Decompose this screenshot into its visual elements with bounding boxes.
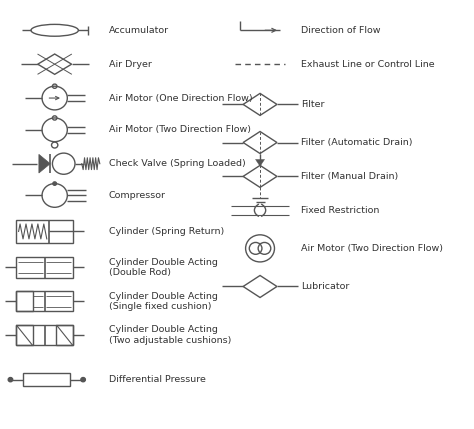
Text: Air Dryer: Air Dryer: [109, 60, 152, 69]
Text: Cylinder Double Acting
(Two adjustable cushions): Cylinder Double Acting (Two adjustable c…: [109, 326, 231, 345]
Text: Cylinder Double Acting
(Single fixed cushion): Cylinder Double Acting (Single fixed cus…: [109, 292, 218, 311]
Bar: [16, 291, 33, 311]
Text: Cylinder (Spring Return): Cylinder (Spring Return): [109, 227, 224, 236]
Bar: [16, 257, 73, 278]
Bar: [16, 220, 73, 243]
Circle shape: [81, 378, 85, 382]
Text: Filter (Manual Drain): Filter (Manual Drain): [301, 172, 398, 181]
Text: Direction of Flow: Direction of Flow: [301, 26, 380, 35]
Text: Air Motor (Two Direction Flow): Air Motor (Two Direction Flow): [109, 125, 251, 134]
Text: Air Motor (Two Direction Flow): Air Motor (Two Direction Flow): [301, 244, 443, 253]
Text: Exhaust Line or Control Line: Exhaust Line or Control Line: [301, 60, 434, 69]
Text: Cylinder Double Acting
(Double Rod): Cylinder Double Acting (Double Rod): [109, 258, 218, 277]
Text: Air Motor (One Direction Flow): Air Motor (One Direction Flow): [109, 94, 253, 103]
Circle shape: [8, 378, 13, 382]
Bar: [23, 373, 71, 386]
Text: Accumulator: Accumulator: [109, 26, 169, 35]
Text: Check Valve (Spring Loaded): Check Valve (Spring Loaded): [109, 159, 246, 168]
Polygon shape: [255, 160, 264, 166]
Polygon shape: [39, 154, 50, 173]
Circle shape: [53, 182, 56, 185]
Text: Filter (Automatic Drain): Filter (Automatic Drain): [301, 138, 412, 147]
Bar: [16, 325, 73, 345]
Bar: [16, 291, 73, 311]
Text: Filter: Filter: [301, 100, 324, 109]
Bar: [16, 325, 33, 345]
Text: Fixed Restriction: Fixed Restriction: [301, 206, 379, 215]
Text: Differential Pressure: Differential Pressure: [109, 375, 206, 384]
Bar: [56, 325, 73, 345]
Text: Lubricator: Lubricator: [301, 282, 349, 291]
Text: Compressor: Compressor: [109, 191, 166, 200]
